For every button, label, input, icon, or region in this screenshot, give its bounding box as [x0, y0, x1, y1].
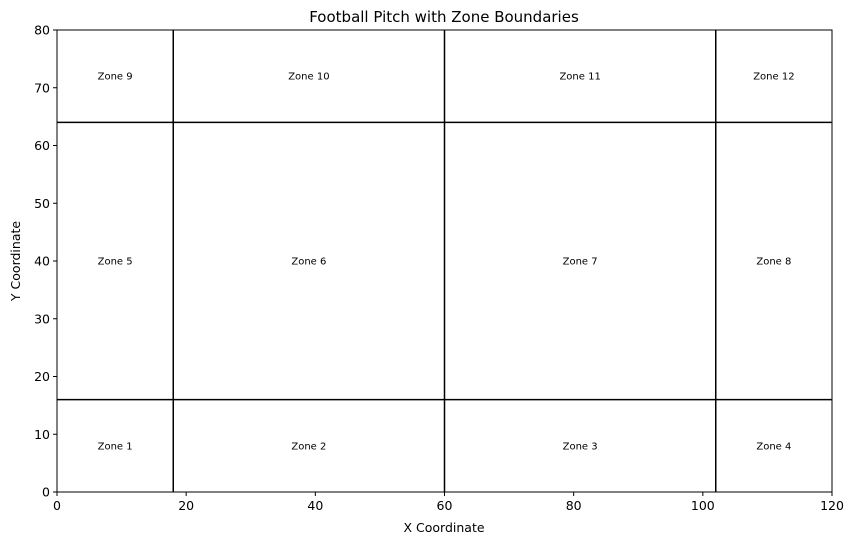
x-tick-label: 60	[437, 498, 453, 513]
y-tick-label: 40	[34, 254, 50, 269]
y-tick-label: 80	[34, 23, 50, 38]
x-tick-label: 120	[820, 498, 844, 513]
x-tick-label: 100	[691, 498, 715, 513]
y-tick-label: 50	[34, 196, 50, 211]
x-tick-label: 0	[53, 498, 61, 513]
y-tick-label: 30	[34, 311, 50, 326]
zone-label-2: Zone 2	[291, 441, 326, 452]
chart-title: Football Pitch with Zone Boundaries	[309, 8, 579, 26]
x-tick-label: 40	[307, 498, 323, 513]
y-axis: 0 10 20 30 40 50 60 70 80	[34, 23, 57, 500]
zone-label-10: Zone 10	[288, 72, 329, 83]
x-tick-label: 20	[178, 498, 194, 513]
plot-area: Zone 1 Zone 2 Zone 3 Zone 4 Zone 5 Zone 6 Zone…	[56, 29, 833, 493]
zone-boundaries	[57, 30, 832, 492]
zone-label-1: Zone 1	[98, 441, 133, 452]
y-tick-label: 0	[42, 485, 50, 500]
zone-label-9: Zone 9	[98, 72, 133, 83]
zone-label-6: Zone 6	[291, 257, 326, 268]
zone-label-12: Zone 12	[753, 72, 794, 83]
zone-label-8: Zone 8	[756, 257, 791, 268]
y-axis-label: Y Coordinate	[8, 221, 23, 302]
zone-labels: Zone 1 Zone 2 Zone 3 Zone 4 Zone 5 Zone 6 Zone…	[98, 72, 795, 453]
y-tick-label: 10	[34, 427, 50, 442]
zone-label-4: Zone 4	[756, 441, 791, 452]
zone-label-5: Zone 5	[98, 257, 133, 268]
zone-label-11: Zone 11	[559, 72, 600, 83]
y-tick-label: 60	[34, 138, 50, 153]
x-axis-label: X Coordinate	[403, 520, 484, 535]
zone-label-3: Zone 3	[563, 441, 598, 452]
x-axis: 0 20 40 60 80 100 120	[53, 492, 844, 513]
y-tick-label: 20	[34, 369, 50, 384]
zone-label-7: Zone 7	[563, 257, 598, 268]
x-tick-label: 80	[566, 498, 582, 513]
y-tick-label: 70	[34, 80, 50, 95]
